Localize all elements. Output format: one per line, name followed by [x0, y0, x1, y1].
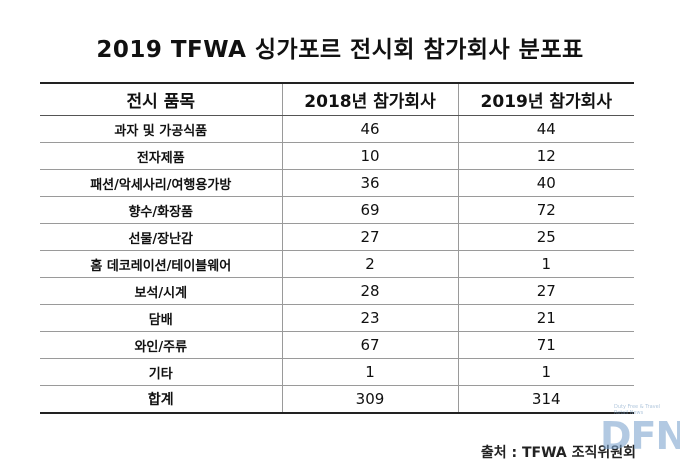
table-row: 전자제품 10 12	[40, 142, 634, 170]
count-2018-cell: 36	[281, 169, 459, 197]
category-cell: 전자제품	[40, 142, 283, 170]
page-title: 2019 TFWA 싱가포르 전시회 참가회사 분포표	[96, 37, 584, 63]
category-cell: 와인/주류	[40, 331, 283, 359]
count-2019-cell: 21	[457, 304, 634, 332]
table-row: 향수/화장품 69 72	[40, 196, 634, 224]
count-2018-cell: 23	[281, 304, 459, 332]
table-header: 전시 품목 2018년 참가회사 2019년 참가회사	[40, 82, 634, 116]
total-row: 합계 309 314	[40, 385, 634, 414]
count-2019-cell: 1	[457, 358, 634, 386]
count-2018-cell: 2	[281, 250, 459, 278]
count-2019-cell: 1	[457, 250, 634, 278]
table-row: 와인/주류 67 71	[40, 331, 634, 359]
total-label-cell: 합계	[40, 385, 283, 414]
table-row: 기타 1 1	[40, 358, 634, 386]
header-2019: 2019년 참가회사	[457, 82, 634, 116]
category-cell: 향수/화장품	[40, 196, 283, 224]
table-row: 홈 데코레이션/테이블웨어 2 1	[40, 250, 634, 278]
dfn-watermark-logo: Duty Free & Travel Retail News DFN	[600, 398, 680, 468]
watermark-tagline: Duty Free & Travel Retail News	[614, 404, 661, 416]
header-category: 전시 품목	[40, 82, 283, 116]
table-row: 담배 23 21	[40, 304, 634, 332]
source-caption: 출처 : TFWA 조직위원회	[480, 445, 636, 461]
table-row: 보석/시계 28 27	[40, 277, 634, 305]
table-row: 패션/악세사리/여행용가방 36 40	[40, 169, 634, 197]
table-body: 과자 및 가공식품 46 44 전자제품 10 12 패션/악세사리/여행용가방…	[40, 115, 634, 414]
count-2018-cell: 10	[281, 142, 459, 170]
category-cell: 기타	[40, 358, 283, 386]
count-2019-cell: 25	[457, 223, 634, 251]
header-row: 전시 품목 2018년 참가회사 2019년 참가회사	[40, 82, 634, 116]
count-2018-cell: 67	[281, 331, 459, 359]
count-2019-cell: 71	[457, 331, 634, 359]
count-2019-cell: 44	[457, 115, 634, 143]
header-2018: 2018년 참가회사	[281, 82, 459, 116]
count-2019-cell: 40	[457, 169, 634, 197]
category-cell: 담배	[40, 304, 283, 332]
category-cell: 선물/장난감	[40, 223, 283, 251]
count-2018-cell: 27	[281, 223, 459, 251]
total-2018-cell: 309	[281, 385, 459, 414]
category-cell: 패션/악세사리/여행용가방	[40, 169, 283, 197]
distribution-table: 전시 품목 2018년 참가회사 2019년 참가회사 과자 및 가공식품 46…	[40, 82, 634, 414]
total-2019-cell: 314	[457, 385, 634, 414]
count-2018-cell: 28	[281, 277, 459, 305]
table-row: 과자 및 가공식품 46 44	[40, 115, 634, 143]
category-cell: 보석/시계	[40, 277, 283, 305]
count-2018-cell: 46	[281, 115, 459, 143]
category-cell: 과자 및 가공식품	[40, 115, 283, 143]
watermark-logo-text: DFN	[600, 414, 680, 458]
count-2019-cell: 72	[457, 196, 634, 224]
count-2018-cell: 69	[281, 196, 459, 224]
table-row: 선물/장난감 27 25	[40, 223, 634, 251]
category-cell: 홈 데코레이션/테이블웨어	[40, 250, 283, 278]
count-2019-cell: 12	[457, 142, 634, 170]
count-2018-cell: 1	[281, 358, 459, 386]
count-2019-cell: 27	[457, 277, 634, 305]
